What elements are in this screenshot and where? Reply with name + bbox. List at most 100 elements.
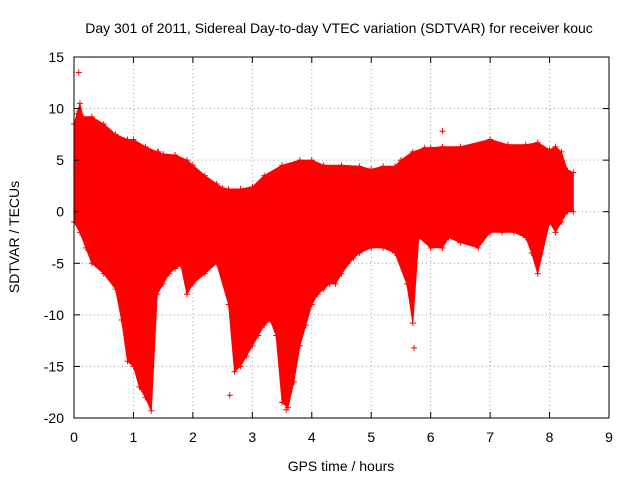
outlier-point	[283, 406, 290, 413]
x-tick-label: 0	[70, 429, 78, 445]
lower-envelope-point	[487, 229, 494, 236]
upper-envelope-point	[397, 157, 404, 164]
lower-envelope-point	[189, 280, 196, 287]
lower-envelope-point	[178, 262, 184, 269]
lower-envelope-point	[308, 301, 315, 308]
upper-envelope-point	[427, 144, 434, 151]
lower-envelope-point	[302, 322, 309, 329]
lower-envelope-point	[183, 291, 190, 298]
upper-envelope-point	[79, 113, 86, 120]
y-tick-label: 15	[48, 49, 64, 65]
upper-envelope-point	[558, 148, 565, 155]
lower-envelope-point	[368, 244, 375, 251]
lower-envelope-point	[290, 378, 297, 385]
lower-envelope-point	[243, 353, 250, 360]
outlier-point	[411, 344, 418, 351]
upper-envelope-point	[534, 139, 541, 146]
y-tick-label: -5	[52, 255, 65, 271]
upper-envelope-point	[237, 186, 244, 193]
lower-envelope-point	[166, 270, 173, 277]
lower-envelope-point	[522, 234, 529, 241]
lower-envelope-point	[201, 270, 208, 277]
upper-envelope-point	[76, 100, 83, 107]
lower-envelope-point	[445, 234, 452, 241]
lower-envelope-point	[273, 332, 280, 339]
y-tick-label: 0	[56, 204, 64, 220]
x-tick-label: 7	[486, 429, 494, 445]
upper-envelope-point	[296, 157, 303, 164]
lower-envelope-point	[350, 255, 357, 262]
upper-envelope-point	[124, 136, 131, 143]
upper-envelope-point	[308, 157, 315, 164]
lower-envelope-point	[160, 280, 167, 287]
upper-envelope-point	[409, 148, 416, 155]
lower-envelope-point	[124, 358, 131, 365]
lower-envelope-point	[415, 234, 422, 241]
lower-envelope-point	[457, 239, 464, 246]
lower-envelope-point	[499, 229, 505, 236]
upper-envelope-point	[356, 163, 363, 170]
lower-envelope-point	[130, 363, 137, 370]
lower-envelope-point	[279, 399, 286, 406]
lower-envelope-point	[76, 229, 83, 236]
lower-envelope-point	[249, 342, 256, 349]
upper-envelope-point	[368, 166, 375, 173]
x-tick-label: 4	[308, 429, 316, 445]
upper-envelope-point	[392, 163, 398, 170]
upper-envelope-point	[279, 162, 286, 169]
upper-envelope-point	[130, 136, 137, 143]
axis-ticks: 0 1 2 3 4 5 6 7 8 9 -20 -15 -10 -5 0 5 10 15	[44, 49, 613, 445]
lower-envelope-point	[546, 219, 553, 226]
lower-envelope-point	[82, 244, 89, 251]
upper-envelope-point	[213, 180, 220, 187]
lower-envelope-point	[326, 280, 333, 287]
lower-envelope-point	[403, 280, 410, 287]
outlier-point	[439, 128, 446, 135]
lower-envelope-point	[356, 249, 363, 256]
upper-envelope-point	[189, 162, 196, 169]
upper-envelope-point	[201, 172, 208, 179]
lower-envelope-point	[255, 332, 262, 339]
sdtvar-point-cloud	[73, 102, 574, 412]
lower-envelope-point	[172, 265, 179, 272]
upper-envelope-point	[160, 150, 167, 157]
upper-envelope-point	[380, 163, 387, 170]
plot-border	[73, 56, 610, 419]
lower-envelope-point	[142, 394, 149, 401]
y-tick-label: -10	[44, 307, 64, 323]
lower-envelope-point	[338, 270, 345, 277]
upper-envelope-point	[570, 169, 577, 176]
lower-envelope-point	[154, 291, 161, 298]
lower-envelope-point	[136, 384, 143, 391]
lower-envelope-point	[112, 286, 119, 293]
y-tick-label: -20	[44, 410, 64, 426]
x-tick-label: 9	[605, 429, 613, 445]
upper-envelope-point	[219, 184, 226, 191]
y-axis-label: SDTVAR / TECUs	[6, 181, 22, 293]
lower-envelope-point	[231, 368, 238, 375]
y-tick-label: -15	[44, 358, 64, 374]
upper-envelope-point	[183, 157, 190, 164]
chart-title: Day 301 of 2011, Sidereal Day-to-day VTE…	[85, 20, 593, 36]
x-tick-label: 3	[248, 429, 256, 445]
upper-envelope-point	[552, 143, 559, 150]
data-series	[71, 69, 577, 414]
upper-envelope-point	[421, 144, 428, 151]
lower-envelope-point	[475, 244, 482, 251]
outlier-point	[226, 392, 233, 399]
lower-envelope-point	[296, 342, 303, 349]
x-tick-label: 1	[130, 429, 138, 445]
x-tick-label: 5	[367, 429, 375, 445]
upper-envelope-point	[261, 172, 268, 179]
upper-envelope-point	[338, 162, 345, 169]
upper-envelope-point	[522, 141, 529, 148]
upper-envelope-point	[546, 146, 553, 153]
lower-envelope-point	[380, 244, 387, 251]
lower-envelope-point	[225, 301, 232, 308]
outlier-point	[155, 148, 162, 155]
lower-envelope-point	[570, 208, 577, 215]
upper-envelope-point	[487, 136, 494, 143]
lower-envelope-point	[534, 270, 541, 277]
lower-envelope-point	[88, 260, 95, 267]
